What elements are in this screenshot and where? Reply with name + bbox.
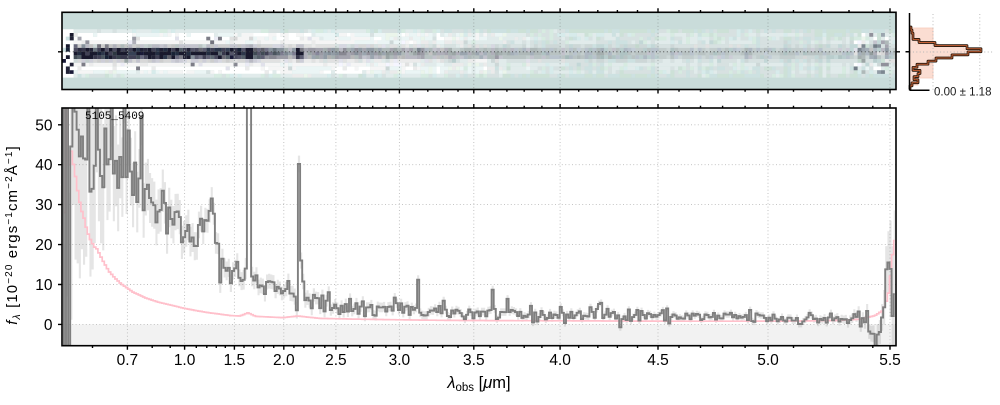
svg-text:4.0: 4.0: [549, 352, 571, 369]
svg-text:5105_5409: 5105_5409: [85, 111, 144, 123]
svg-text:0: 0: [44, 317, 53, 334]
svg-text:fλ [10−20 ergs−1cm−2Å−1]: fλ [10−20 ergs−1cm−2Å−1]: [4, 145, 23, 325]
svg-text:4.5: 4.5: [647, 352, 669, 369]
svg-text:50: 50: [35, 117, 53, 134]
svg-text:10: 10: [35, 277, 53, 294]
svg-text:1.0: 1.0: [174, 352, 196, 369]
svg-text:20: 20: [35, 237, 53, 254]
svg-text:30: 30: [35, 197, 53, 214]
svg-text:3.5: 3.5: [463, 352, 485, 369]
svg-text:2.0: 2.0: [273, 352, 295, 369]
svg-text:0.7: 0.7: [117, 352, 139, 369]
svg-text:1.5: 1.5: [224, 352, 246, 369]
svg-text:2.5: 2.5: [325, 352, 347, 369]
svg-text:40: 40: [35, 157, 53, 174]
svg-text:5.5: 5.5: [879, 352, 901, 369]
svg-text:0.00 ± 1.18: 0.00 ± 1.18: [934, 87, 991, 99]
svg-text:3.0: 3.0: [389, 352, 411, 369]
svg-text:λobs [μm]: λobs [μm]: [446, 374, 510, 394]
svg-text:5.0: 5.0: [757, 352, 779, 369]
